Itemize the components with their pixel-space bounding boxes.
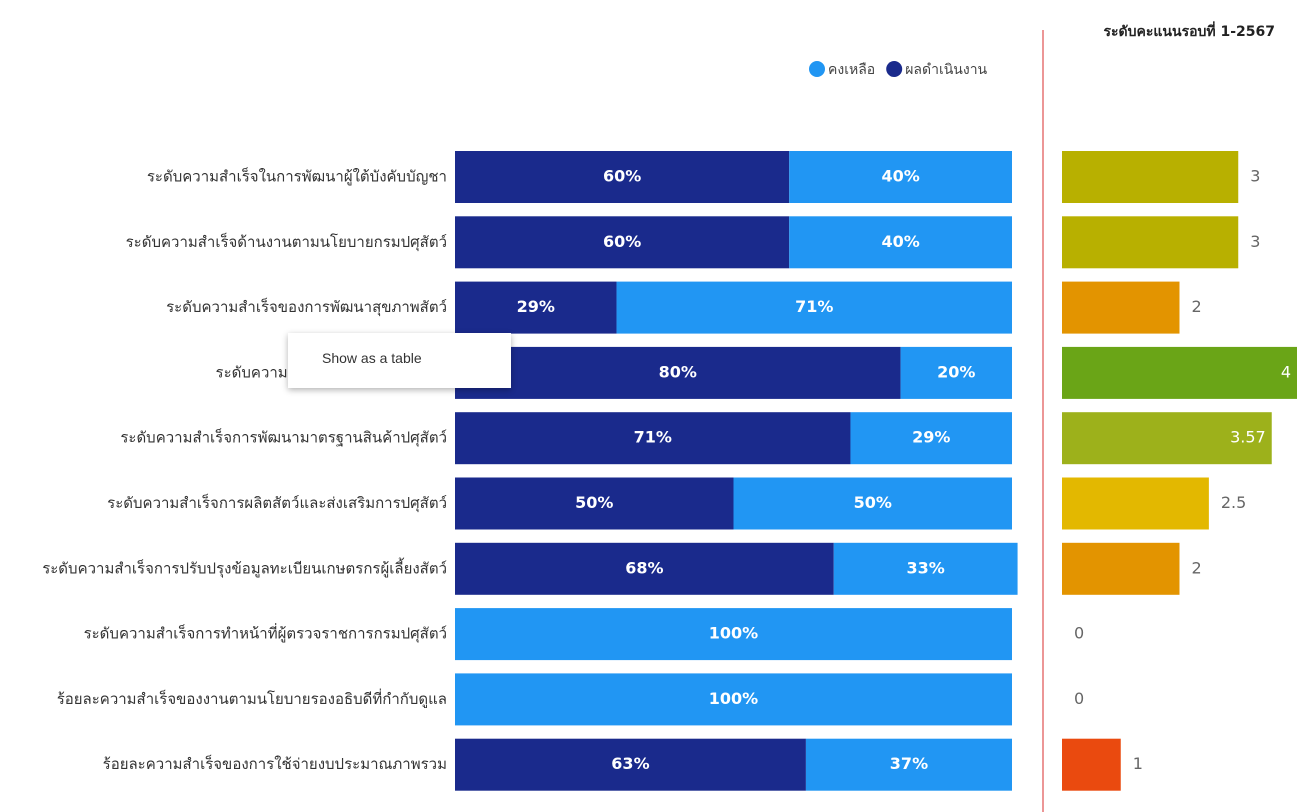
- value-label: 100%: [709, 624, 758, 643]
- bar: [1062, 281, 1180, 334]
- value-label: 2.5: [1221, 493, 1246, 512]
- bar-segment: [455, 477, 734, 530]
- bar-segment: [850, 412, 1012, 465]
- value-label: 33%: [907, 558, 945, 577]
- category-label: ระดับความสำเร็จการพัฒนามาตรฐานสินค้าปศุส…: [120, 428, 447, 448]
- category-label: ร้อยละความสำเร็จของการใช้จ่ายงบประมาณภาพ…: [103, 754, 447, 773]
- legend-label: คงเหลือ: [828, 62, 875, 78]
- value-label: 40%: [881, 167, 919, 186]
- bar-segment: [455, 673, 1012, 726]
- value-label: 4: [1281, 362, 1291, 381]
- context-menu[interactable]: Show as a table: [288, 333, 511, 388]
- bar: [1062, 477, 1209, 530]
- chart-title: ระดับคะแนนรอบที่ 1-2567: [1104, 21, 1276, 40]
- value-label: 0: [1074, 624, 1084, 643]
- bar-segment: [455, 216, 790, 269]
- category-label: ระดับความสำเร็จการปรับปรุงข้อมูลทะเบียนเ…: [42, 557, 447, 578]
- bar-segment: [789, 216, 1012, 269]
- bar: [1062, 738, 1121, 791]
- bar: [1062, 151, 1239, 203]
- value-label: 0: [1074, 689, 1084, 708]
- value-label: 50%: [854, 493, 892, 512]
- value-label: 100%: [709, 689, 758, 708]
- bar: [1062, 542, 1180, 595]
- category-label: ร้อยละความสำเร็จของงานตามนโยบายรองอธิบดี…: [57, 688, 447, 708]
- value-label: 60%: [603, 167, 641, 186]
- bar-segment: [455, 281, 617, 334]
- value-label: 3: [1250, 232, 1260, 251]
- value-label: 20%: [937, 362, 975, 381]
- value-label: 3.57: [1230, 428, 1266, 447]
- bar-segment: [833, 542, 1018, 595]
- bar-segment: [805, 738, 1012, 791]
- category-label: ระดับความสำเร็จของการพัฒนาสุขภาพสัตว์: [166, 297, 447, 317]
- bar-segment: [455, 346, 901, 399]
- value-label: 68%: [625, 558, 663, 577]
- value-label: 29%: [517, 297, 555, 316]
- value-label: 60%: [603, 232, 641, 251]
- bar-segment: [455, 412, 851, 465]
- value-label: 40%: [881, 232, 919, 251]
- value-label: 1: [1133, 754, 1143, 773]
- bar-segment: [900, 346, 1012, 399]
- bar: [1062, 216, 1239, 269]
- bar-segment: [455, 542, 834, 595]
- value-label: 37%: [890, 754, 928, 773]
- bar: [1062, 412, 1272, 465]
- value-label: 63%: [611, 754, 649, 773]
- bar-segment: [455, 151, 790, 203]
- value-label: 50%: [575, 493, 613, 512]
- value-label: 3: [1250, 167, 1260, 186]
- legend-marker: [809, 61, 825, 77]
- bar-segment: [616, 281, 1012, 334]
- category-label: ระดับความสำเร็จด้านงานตามนโยบายกรมปศุสัต…: [126, 232, 447, 252]
- value-label: 2: [1192, 558, 1202, 577]
- category-label: ระดับความสำเร็จในการพัฒนาผู้ใต้บังคับบัญ…: [147, 167, 447, 186]
- category-label: ระดับความสำเร็จการผลิตสัตว์และส่งเสริมกา…: [107, 493, 447, 513]
- bar-segment: [789, 151, 1012, 203]
- value-label: 2: [1192, 297, 1202, 316]
- category-label: ระดับความสำเร็จการทำหน้าที่ผู้ตรวจราชการ…: [84, 623, 447, 644]
- bar: [1062, 346, 1297, 399]
- value-label: 71%: [634, 428, 672, 447]
- legend-marker: [886, 61, 903, 77]
- legend-label: ผลดำเนินงาน: [905, 62, 987, 78]
- value-label: 71%: [795, 297, 833, 316]
- bar-segment: [455, 738, 806, 791]
- value-label: 29%: [912, 428, 950, 447]
- bar-segment: [733, 477, 1012, 530]
- value-label: 80%: [659, 362, 697, 381]
- bar-segment: [455, 608, 1012, 661]
